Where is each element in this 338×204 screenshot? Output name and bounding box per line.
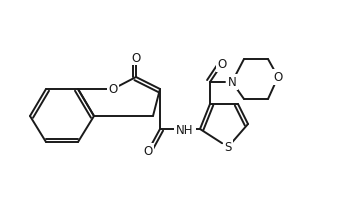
Text: O: O — [273, 71, 283, 84]
Text: S: S — [224, 141, 232, 154]
Text: NH: NH — [176, 123, 194, 136]
Text: O: O — [108, 83, 118, 96]
Text: O: O — [143, 145, 153, 158]
Text: O: O — [217, 58, 226, 71]
Text: O: O — [131, 51, 141, 64]
Text: N: N — [227, 76, 236, 89]
